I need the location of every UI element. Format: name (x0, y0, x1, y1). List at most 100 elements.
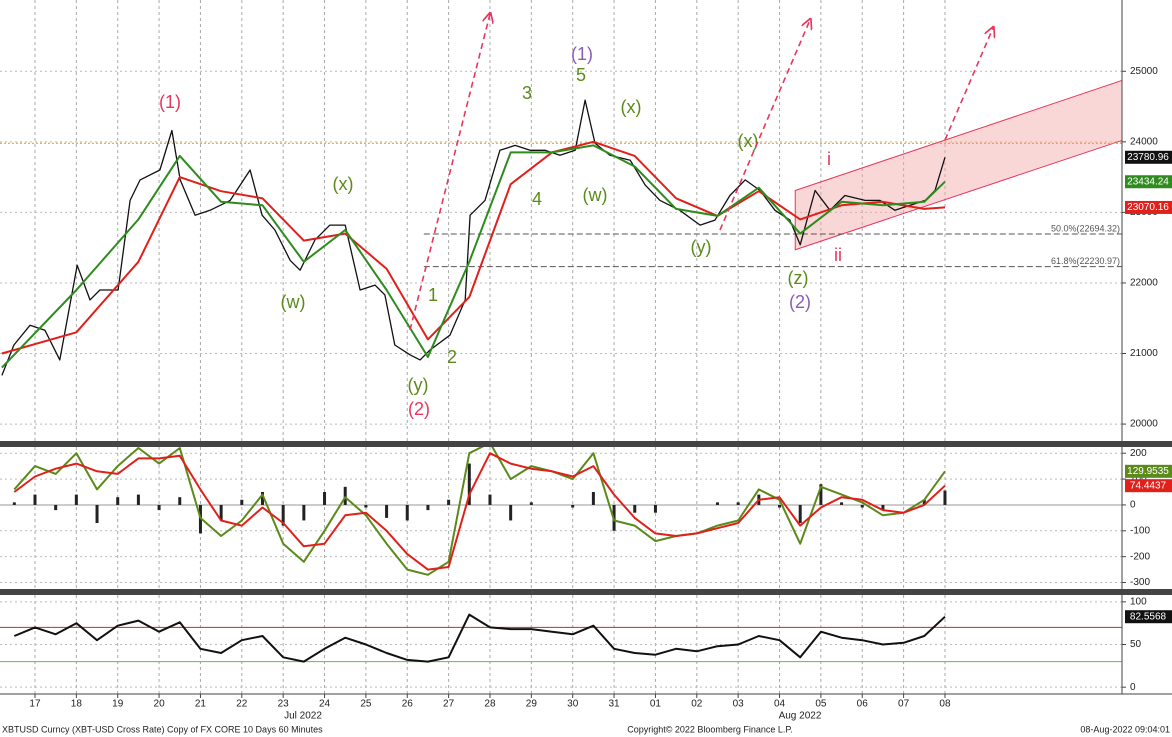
histogram-bar (591, 492, 595, 505)
series-line (13, 452, 946, 571)
histogram-bar (240, 499, 244, 505)
histogram-bar (405, 504, 409, 521)
histogram-bar (881, 504, 885, 511)
y-tick-label: 20000 (1130, 419, 1158, 430)
projection-arrow (409, 14, 490, 331)
histogram-bar (488, 494, 492, 505)
value-tag (1125, 150, 1172, 164)
series-line (13, 441, 946, 576)
histogram-bar (219, 504, 223, 521)
wave-label: (z) (788, 268, 809, 288)
x-period-label: Jul 2022 (284, 711, 322, 722)
histogram-bar (653, 504, 657, 513)
x-tick-label: 23 (278, 699, 290, 710)
x-tick-label: 30 (567, 699, 579, 710)
y-tick-label: -100 (1130, 525, 1150, 536)
histogram-bar (95, 504, 99, 524)
histogram-bar (74, 494, 78, 505)
y-tick-label: -300 (1130, 577, 1150, 588)
x-tick-label: 03 (733, 699, 745, 710)
x-tick-label: 21 (195, 699, 207, 710)
wave-label: (y) (408, 375, 429, 395)
wave-label: 3 (522, 83, 532, 103)
wave-label: (w) (281, 292, 306, 312)
panel-separator (0, 441, 1172, 447)
value-tag-label: 23434.24 (1127, 176, 1169, 187)
value-tag-label: 74.4437 (1130, 480, 1167, 491)
footer-right: 08-Aug-2022 09:04:01 (1080, 724, 1170, 734)
wave-label: (2) (408, 399, 430, 419)
y-tick-label: -200 (1130, 551, 1150, 562)
wave-label: 2 (447, 347, 457, 367)
value-tag (1125, 175, 1172, 189)
x-tick-label: 24 (319, 699, 331, 710)
histogram-bar (178, 497, 182, 505)
histogram-bar (509, 504, 513, 521)
histogram-bar (529, 502, 533, 505)
histogram-bar (922, 499, 926, 505)
y-tick-label: 25000 (1130, 66, 1158, 77)
panel-separator (0, 589, 1172, 595)
y-tick-label: 50 (1130, 639, 1142, 650)
y-tick-label: 24000 (1130, 136, 1158, 147)
wave-label: 4 (532, 189, 542, 209)
x-tick-label: 28 (484, 699, 496, 710)
histogram-bar (364, 504, 368, 508)
x-tick-label: 04 (774, 699, 786, 710)
x-tick-label: 01 (650, 699, 662, 710)
y-tick-label: 0 (1130, 682, 1136, 693)
x-tick-label: 07 (898, 699, 910, 710)
wave-label: (x) (621, 97, 642, 117)
histogram-bar (12, 502, 16, 505)
projection-arrows (409, 14, 993, 331)
value-tag (1125, 479, 1172, 493)
histogram-bar (343, 486, 347, 505)
wave-label: (x) (333, 174, 354, 194)
x-tick-label: 05 (815, 699, 827, 710)
histogram-bar (819, 484, 823, 505)
value-tag-label: 129.9535 (1127, 466, 1169, 477)
y-tick-label: 200 (1130, 448, 1147, 459)
histogram-bar (281, 504, 285, 526)
plot-layer: 17 18 19 20 21 22 23 24 25 26 27 28 29 30 31 01 02 03 04 05… (0, 0, 1172, 710)
histogram-bar (136, 494, 140, 505)
histogram-bar (385, 504, 389, 518)
wave-label: (1) (571, 44, 593, 64)
x-tick-label: 31 (609, 699, 621, 710)
histogram-bar (447, 499, 451, 505)
value-tag-label: 82.5568 (1130, 611, 1167, 622)
histogram-bar (426, 504, 430, 511)
x-tick-label: 06 (857, 699, 869, 710)
x-tick-label: 20 (154, 699, 166, 710)
value-tag-label: 23070.16 (1127, 202, 1169, 213)
footer-center: Copyright© 2022 Bloomberg Finance L.P. (627, 724, 793, 734)
histogram-bar (571, 504, 575, 508)
wave-label: (x) (738, 131, 759, 151)
wave-label: (1) (159, 92, 181, 112)
wave-label: 5 (576, 65, 586, 85)
x-tick-label: 26 (402, 699, 414, 710)
x-tick-label: 19 (112, 699, 124, 710)
y-tick-label: 0 (1130, 500, 1136, 511)
footer-left: XBTUSD Curncy (XBT-USD Cross Rate) Copy … (2, 724, 323, 734)
histogram-bar (736, 502, 740, 505)
histogram-bar (943, 490, 947, 505)
histogram-bar (715, 502, 719, 505)
x-tick-label: 17 (29, 699, 41, 710)
histogram-bar (778, 504, 782, 508)
histogram-bar (840, 502, 844, 505)
wave-label: ii (834, 245, 842, 265)
x-tick-label: 27 (443, 699, 455, 710)
histogram-bar (54, 504, 58, 511)
y-tick-label: 21000 (1130, 348, 1158, 359)
reference-label: 50.0%(22694.32) (1051, 223, 1120, 233)
histogram-bar (302, 504, 306, 521)
wave-label: i (827, 149, 831, 169)
series-line (1, 144, 946, 369)
y-tick-label: 100 (1130, 596, 1147, 607)
histogram-bar (116, 497, 120, 505)
histogram-bar (860, 504, 864, 508)
series-line (13, 613, 946, 663)
